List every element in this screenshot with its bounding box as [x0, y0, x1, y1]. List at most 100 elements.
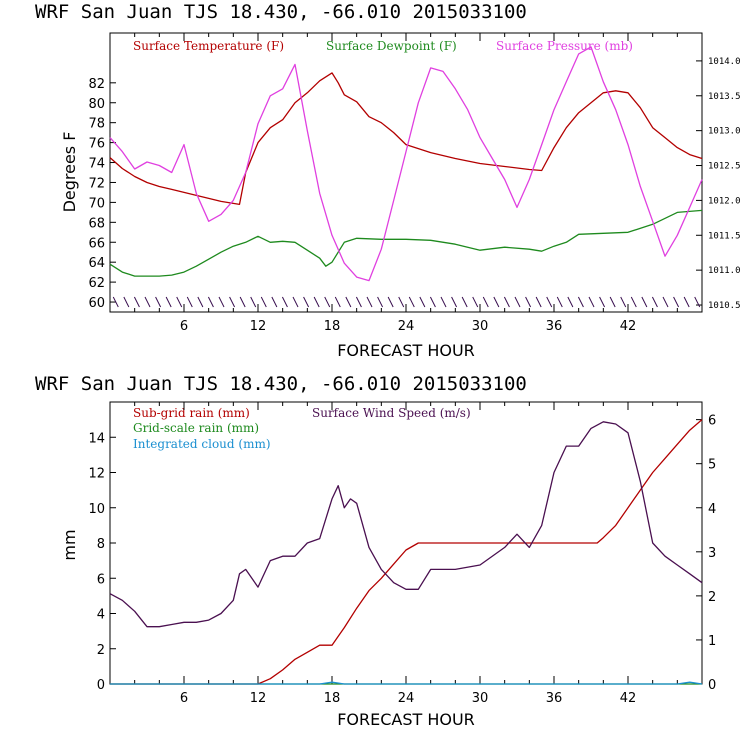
y-axis-title: mm — [60, 529, 79, 560]
wind-barb — [144, 296, 151, 308]
y2-tick-label: 1011.0 — [708, 266, 740, 276]
wind-barb — [493, 296, 500, 308]
axis-ticks: 6 12 18 24 30 36 42 60 62 64 66 68 70 72 74 76 78 80 82 101… — [88, 33, 740, 334]
wind-barb — [451, 296, 458, 308]
y2-tick-label: 1013.5 — [708, 92, 740, 102]
y2-tick-label: 1012.5 — [708, 162, 740, 172]
wind-barb — [525, 296, 532, 308]
wind-barb — [165, 296, 172, 308]
series-lines — [109, 46, 703, 282]
wind-barb — [398, 296, 405, 308]
wind-barb — [556, 296, 563, 308]
y-tick-label: 74 — [88, 157, 105, 172]
wind-barb — [250, 296, 257, 308]
wind-barb — [482, 296, 489, 308]
x-tick-label: 24 — [398, 691, 415, 706]
wind-barb — [176, 296, 183, 308]
y-axis-title: Degrees F — [60, 132, 79, 213]
wind-barb — [609, 296, 616, 308]
wind-barb — [366, 296, 373, 308]
series-line-integrated-cloud — [110, 681, 703, 685]
wind-barb — [155, 296, 162, 308]
x-tick-label: 36 — [546, 691, 563, 706]
wind-barb — [377, 296, 384, 308]
wind-barb — [186, 296, 193, 308]
wind-barb — [271, 296, 278, 308]
x-tick-label: 18 — [324, 691, 341, 706]
wind-barb — [408, 296, 415, 308]
x-tick-label: 42 — [620, 691, 637, 706]
series-line-sub-grid-rain — [110, 419, 703, 685]
wind-barb — [303, 296, 310, 308]
chart-title: WRF San Juan TJS 18.430, -66.010 2015033… — [35, 373, 527, 395]
wind-barb — [567, 296, 574, 308]
x-tick-label: 30 — [472, 319, 489, 334]
y-tick-label: 72 — [88, 176, 105, 191]
wind-barb — [324, 296, 331, 308]
x-tick-label: 6 — [180, 319, 188, 334]
precipitation-panel: WRF San Juan TJS 18.430, -66.010 2015033… — [35, 373, 716, 729]
legend-sub-grid-rain: Sub-grid rain (mm) — [133, 406, 250, 420]
wind-barb — [651, 296, 658, 308]
legend-surface-pressure: Surface Pressure (mb) — [496, 39, 633, 53]
wind-barb — [387, 296, 394, 308]
wind-barb — [440, 296, 447, 308]
wind-barb — [535, 296, 542, 308]
y-tick-label: 82 — [88, 77, 105, 92]
wind-barb — [588, 296, 595, 308]
x-axis-title: FORECAST HOUR — [337, 710, 475, 729]
wind-barb — [514, 296, 521, 308]
legend-surface-temperature: Surface Temperature (F) — [133, 39, 284, 53]
y-tick-label: 62 — [88, 276, 105, 291]
wind-barb — [197, 296, 204, 308]
wind-barb — [239, 296, 246, 308]
wind-barb — [334, 296, 341, 308]
wind-barb — [229, 296, 236, 308]
y2-tick-label: 3 — [708, 546, 716, 561]
x-tick-label: 12 — [250, 319, 267, 334]
wind-barb — [662, 296, 669, 308]
y2-tick-label: 2 — [708, 590, 716, 605]
wind-barb — [355, 296, 362, 308]
y2-tick-label: 0 — [708, 678, 716, 693]
legend: Sub-grid rain (mm) Grid-scale rain (mm) … — [133, 406, 471, 451]
y2-tick-label: 1012.0 — [708, 196, 740, 206]
y2-tick-label: 6 — [708, 414, 716, 429]
wind-barb — [546, 296, 553, 308]
x-tick-label: 18 — [324, 319, 341, 334]
y-tick-label: 6 — [97, 572, 105, 587]
wind-barb — [281, 296, 288, 308]
y-tick-label: 66 — [88, 236, 105, 251]
legend-integrated-cloud: Integrated cloud (mm) — [133, 437, 271, 451]
x-tick-label: 24 — [398, 319, 415, 334]
y-tick-label: 2 — [97, 643, 105, 658]
legend-surface-wind-speed: Surface Wind Speed (m/s) — [312, 406, 471, 420]
y2-tick-label: 1014.0 — [708, 57, 740, 67]
y2-tick-label: 1 — [708, 634, 716, 649]
plot-frame — [109, 32, 703, 313]
x-tick-label: 6 — [180, 691, 188, 706]
series-line-surface-temperature — [109, 72, 703, 206]
wind-barb — [503, 296, 510, 308]
wind-barb — [123, 296, 130, 308]
y2-tick-label: 1013.0 — [708, 127, 740, 137]
y-tick-label: 4 — [97, 608, 105, 623]
wind-barb — [599, 296, 606, 308]
wind-barb — [620, 296, 627, 308]
y-tick-label: 12 — [88, 467, 105, 482]
x-tick-label: 12 — [250, 691, 267, 706]
wind-barb — [133, 296, 140, 308]
y2-tick-label: 1010.5 — [708, 301, 740, 311]
y-tick-label: 10 — [88, 502, 105, 517]
wind-barb — [472, 296, 479, 308]
wind-barb — [345, 296, 352, 308]
temperature-panel: WRF San Juan TJS 18.430, -66.010 2015033… — [35, 1, 740, 360]
legend: Surface Temperature (F) Surface Dewpoint… — [133, 39, 633, 53]
chart-title: WRF San Juan TJS 18.430, -66.010 2015033… — [35, 1, 527, 23]
series-line-surface-pressure — [109, 46, 703, 282]
x-tick-label: 36 — [546, 319, 563, 334]
series-line-surface-dewpoint — [109, 209, 703, 277]
wind-barb — [313, 296, 320, 308]
wind-barb — [694, 296, 701, 308]
